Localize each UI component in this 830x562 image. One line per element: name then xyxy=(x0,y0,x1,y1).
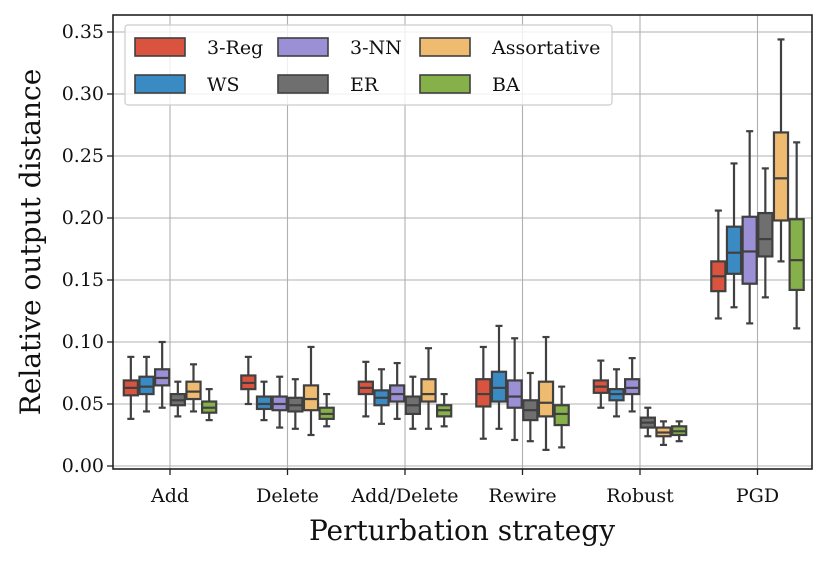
box-plots xyxy=(122,38,805,451)
box-iqr xyxy=(788,218,805,292)
box-3-nn-5 xyxy=(741,130,758,325)
y-tick-label: 0.05 xyxy=(62,393,104,415)
legend-swatch xyxy=(277,74,329,94)
box-iqr xyxy=(302,384,320,412)
box-iqr xyxy=(772,131,790,222)
legend-label: ER xyxy=(350,74,379,96)
box-ws-3 xyxy=(490,324,508,430)
box-ws-5 xyxy=(725,162,743,309)
legend-label: BA xyxy=(492,74,520,96)
x-tick-label: PGD xyxy=(736,485,779,507)
legend-swatch xyxy=(277,37,329,57)
box-ws-4 xyxy=(608,368,625,418)
legend-item-3-reg: 3-Reg xyxy=(134,37,263,59)
legend-item-er: ER xyxy=(277,74,379,96)
box-assortative-3 xyxy=(537,335,555,451)
legend-label: WS xyxy=(207,74,240,96)
x-tick-label: Delete xyxy=(256,485,319,507)
y-tick-label: 0.25 xyxy=(62,145,104,167)
plot-frame xyxy=(112,14,813,470)
box-er-0 xyxy=(169,380,186,418)
box-assortative-5 xyxy=(772,38,790,263)
y-tick-label: 0.20 xyxy=(62,207,104,229)
box-iqr xyxy=(185,380,202,401)
box-assortative-0 xyxy=(185,363,202,413)
box-ws-2 xyxy=(373,368,390,425)
y-tick-label: 0.15 xyxy=(62,269,104,291)
box-ba-3 xyxy=(553,385,570,449)
x-tick-label: Add/Delete xyxy=(350,485,458,507)
box-ws-0 xyxy=(138,355,155,413)
box-assortative-4 xyxy=(655,420,672,447)
x-tick-label: Add xyxy=(150,485,189,507)
box-iqr xyxy=(475,378,492,408)
x-tick-label: Rewire xyxy=(488,485,556,507)
box-iqr xyxy=(725,225,743,275)
box-iqr xyxy=(537,380,555,418)
box-iqr xyxy=(420,378,437,403)
box-iqr xyxy=(741,215,758,285)
box-ba-2 xyxy=(436,392,453,428)
box-assortative-1 xyxy=(302,345,320,437)
box-3-nn-1 xyxy=(271,375,288,429)
box-iqr xyxy=(506,379,523,409)
box-ws-1 xyxy=(255,380,273,422)
legend: 3-Reg WS 3-NN ER Assortative BA xyxy=(124,24,613,106)
box-3-nn-3 xyxy=(506,337,523,442)
box-iqr xyxy=(138,375,155,396)
legend-label: 3-Reg xyxy=(207,37,263,59)
legend-item-3-nn: 3-NN xyxy=(277,37,402,59)
box-ba-1 xyxy=(318,392,335,428)
box-ba-0 xyxy=(201,388,218,422)
y-tick-label: 0.00 xyxy=(62,455,104,477)
legend-item-assortative: Assortative xyxy=(419,37,600,59)
box-iqr xyxy=(490,370,508,403)
x-tick-label: Robust xyxy=(606,485,674,507)
y-tick-label: 0.10 xyxy=(62,331,104,353)
box-3-reg-3 xyxy=(475,345,492,440)
box-er-1 xyxy=(287,378,304,430)
y-tick-label: 0.30 xyxy=(62,83,104,105)
box-3-reg-5 xyxy=(710,209,727,320)
y-tick-label: 0.35 xyxy=(62,21,104,43)
box-3-nn-4 xyxy=(624,357,641,413)
box-3-reg-2 xyxy=(357,360,374,418)
box-er-4 xyxy=(639,406,656,438)
box-iqr xyxy=(624,378,641,396)
legend-swatch xyxy=(134,37,186,57)
box-iqr xyxy=(757,211,774,258)
box-3-reg-4 xyxy=(592,359,609,409)
box-assortative-2 xyxy=(420,347,437,430)
legend-item-ba: BA xyxy=(419,74,520,96)
y-axis-label: Relative output distance xyxy=(14,69,47,416)
legend-item-ws: WS xyxy=(134,74,240,96)
box-er-5 xyxy=(757,167,774,299)
legend-swatch xyxy=(419,74,471,94)
box-3-nn-2 xyxy=(389,361,406,420)
box-iqr xyxy=(255,395,273,411)
box-ba-4 xyxy=(671,420,688,443)
legend-label: 3-NN xyxy=(350,37,402,59)
x-axis-label: Perturbation strategy xyxy=(309,514,615,547)
box-er-2 xyxy=(404,375,421,430)
legend-swatch xyxy=(419,37,471,57)
legend-swatch xyxy=(134,74,186,94)
box-3-reg-1 xyxy=(240,355,257,406)
legend-frame xyxy=(124,24,613,106)
box-3-nn-0 xyxy=(154,340,171,409)
box-3-reg-0 xyxy=(122,355,139,420)
box-er-3 xyxy=(522,371,539,443)
x-axis: Add Delete Add/Delete Rewire Robust PGD xyxy=(150,469,779,507)
box-iqr xyxy=(553,404,570,427)
legend-label: Assortative xyxy=(491,37,600,59)
box-ba-5 xyxy=(788,141,805,330)
y-axis: 0.00 0.05 0.10 0.15 0.20 0.25 0.30 0.35 xyxy=(62,21,113,477)
